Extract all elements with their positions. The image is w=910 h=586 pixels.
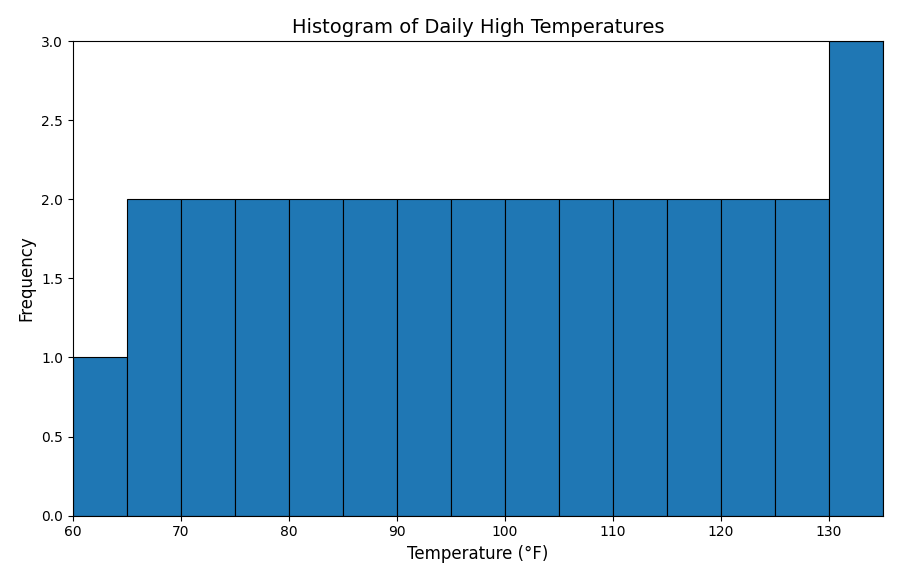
Bar bbox=[612, 199, 667, 516]
Bar bbox=[126, 199, 181, 516]
Title: Histogram of Daily High Temperatures: Histogram of Daily High Temperatures bbox=[291, 18, 664, 37]
Bar bbox=[721, 199, 774, 516]
Bar bbox=[774, 199, 829, 516]
Bar bbox=[343, 199, 397, 516]
Bar bbox=[181, 199, 235, 516]
Bar bbox=[235, 199, 288, 516]
Bar bbox=[450, 199, 505, 516]
X-axis label: Temperature (°F): Temperature (°F) bbox=[407, 545, 549, 563]
Bar bbox=[397, 199, 450, 516]
Bar bbox=[667, 199, 721, 516]
Bar bbox=[829, 41, 883, 516]
Bar bbox=[505, 199, 559, 516]
Bar bbox=[559, 199, 612, 516]
Y-axis label: Frequency: Frequency bbox=[17, 236, 35, 321]
Bar bbox=[288, 199, 343, 516]
Bar bbox=[73, 357, 126, 516]
